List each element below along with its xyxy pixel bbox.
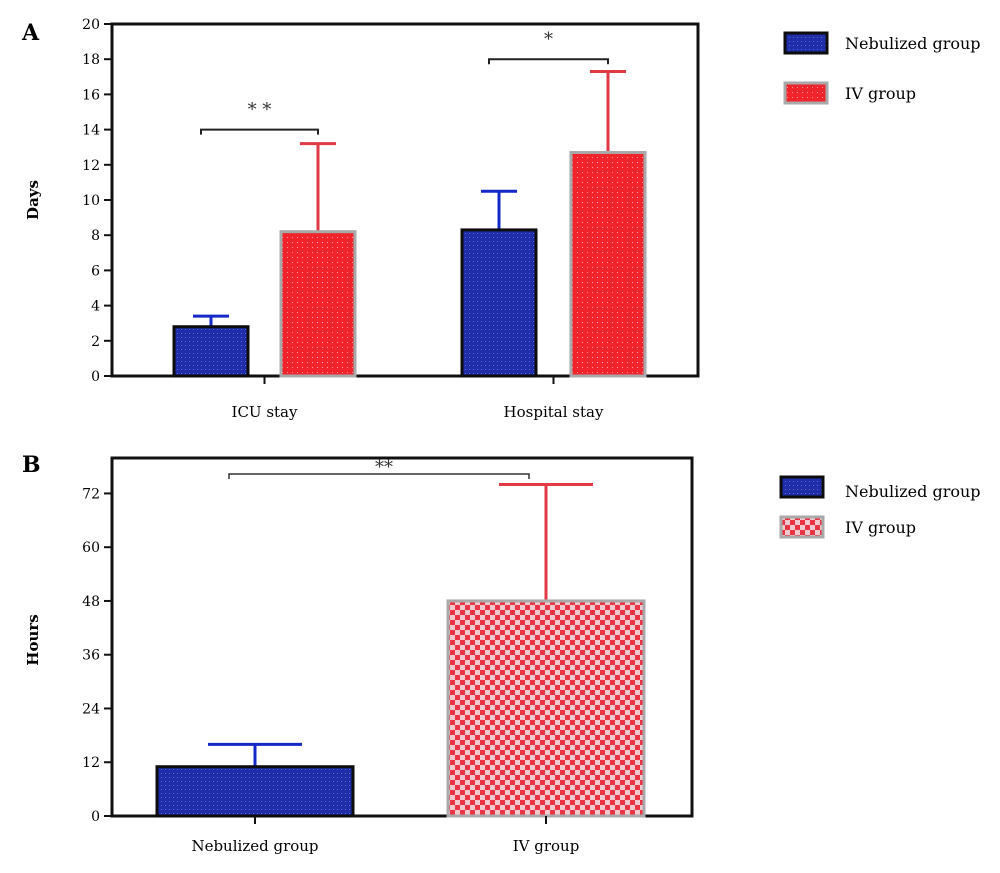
panel-a-x-axis: ICU stay Hospital stay [232,376,604,421]
panel-b: B Hours 0 12 24 36 48 60 72 Nebulized group IV … [22,452,981,855]
panel-b-ylabel: Hours [24,614,42,665]
legend-b-label-nebulized: Nebulized group [845,482,981,501]
legend-a-label-iv: IV group [845,84,916,103]
y-tick-label-a-10: 10 [82,193,100,209]
y-tick-label-a-8: 8 [91,228,100,244]
panel-b-y-axis: 0 12 24 36 48 60 72 [82,486,112,825]
panel-a-y-axis: 0 2 4 6 8 10 12 14 16 18 20 [82,17,112,385]
panel-a-bars [172,70,647,378]
y-tick-label-a-14: 14 [82,123,100,139]
y-tick-label-b-36: 36 [82,648,100,664]
y-tick-label-a-12: 12 [82,158,100,174]
panel-b-bars [155,482,646,818]
y-tick-label-a-4: 4 [91,299,100,315]
panel-b-frame [110,456,694,818]
bar-a-1-0 [460,228,538,378]
panel-b-x-axis: Nebulized group IV group [191,816,579,855]
legend-a-swatch-iv [783,81,829,105]
y-tick-label-b-24: 24 [82,701,100,717]
legend-b-swatch-iv [779,515,825,539]
significance-label-a-1: * [544,29,553,50]
y-tick-label-b-0: 0 [91,809,100,825]
panel-b-label: B [22,452,41,478]
panel-a: A Days 0 2 4 6 8 10 12 14 16 18 20 ICU stay Hospita… [21,17,981,421]
x-tick-label-b-0: Nebulized group [191,837,318,855]
significance-label-a-0: * * [248,100,272,121]
bar-a-0-0 [172,325,250,378]
panel-a-significance: * * * [200,29,609,135]
bar-b-1 [446,599,646,818]
y-tick-label-a-2: 2 [91,334,100,350]
y-tick-label-a-16: 16 [82,87,100,103]
x-tick-label-a-1: Hospital stay [504,403,604,421]
panel-a-legend: Nebulized group IV group [783,31,981,105]
legend-a-swatch-nebulized [783,31,829,55]
y-tick-label-b-12: 12 [82,755,100,771]
y-tick-label-b-60: 60 [82,540,100,556]
panel-a-label: A [21,20,40,46]
x-tick-label-b-1: IV group [513,837,580,855]
panel-b-significance: ** [228,457,530,479]
y-tick-label-a-18: 18 [82,52,100,68]
panel-b-legend: Nebulized group IV group [779,475,981,539]
significance-label-b-0: ** [375,457,393,478]
legend-a-label-nebulized: Nebulized group [845,34,981,53]
legend-b-swatch-nebulized [779,475,825,499]
significance-bracket-a-0 [200,128,319,135]
significance-bracket-b-0 [228,473,530,479]
bar-b-0 [155,765,355,818]
y-tick-label-b-48: 48 [82,594,100,610]
y-tick-label-b-72: 72 [82,486,100,502]
bar-a-0-1 [279,230,357,378]
y-tick-label-a-6: 6 [91,263,100,279]
legend-b-label-iv: IV group [845,518,916,537]
significance-bracket-a-1 [488,58,609,65]
x-tick-label-a-0: ICU stay [232,403,298,421]
panel-a-ylabel: Days [24,180,42,220]
y-tick-label-a-0: 0 [91,369,100,385]
bar-a-1-1 [569,150,647,378]
y-tick-label-a-20: 20 [82,17,100,33]
